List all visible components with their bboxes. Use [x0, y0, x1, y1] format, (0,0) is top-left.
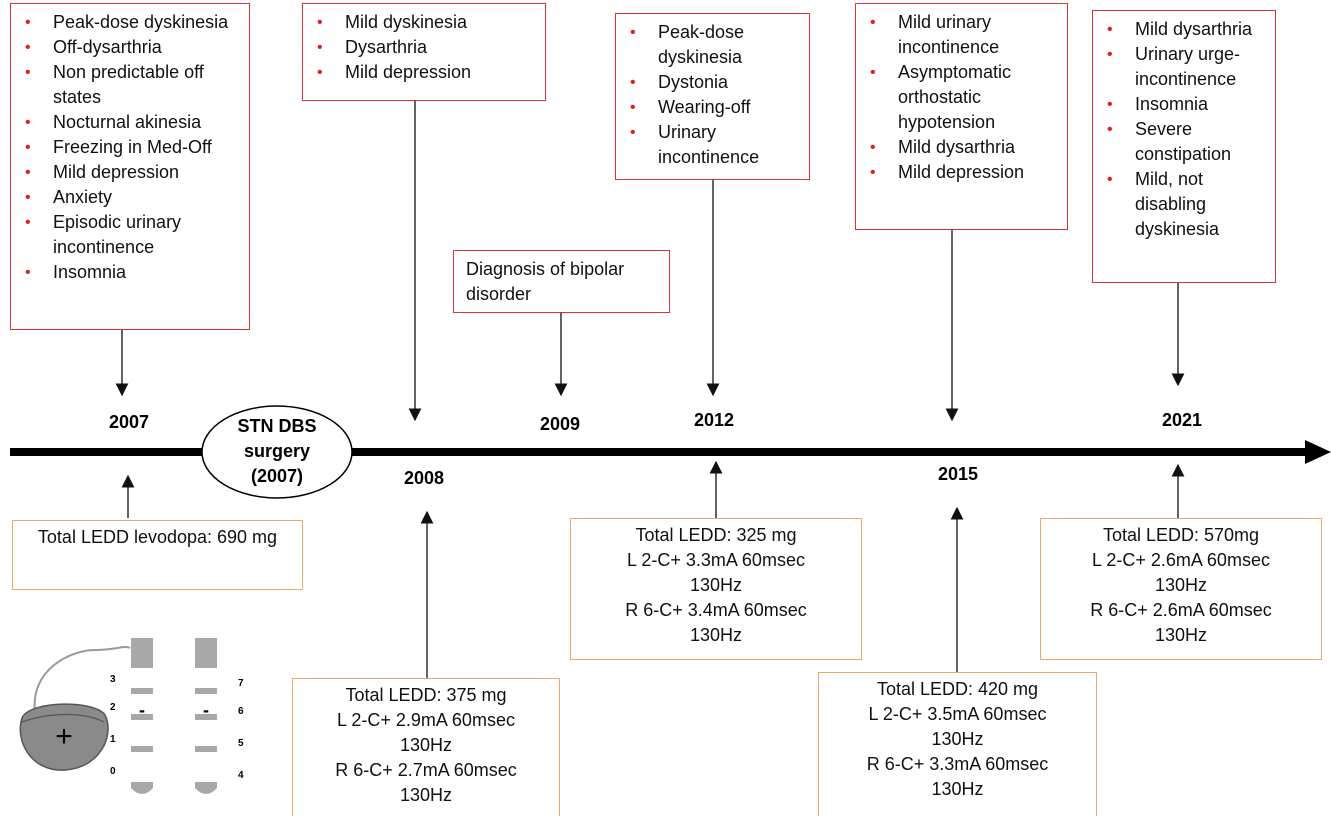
symptom-box: Diagnosis of bipolar disorder	[453, 250, 670, 313]
symptom-box: Mild dyskinesiaDysarthriaMild depression	[302, 3, 546, 101]
symptom-item: Mild depression	[23, 160, 241, 185]
symptom-item: Peak-dose dyskinesia	[628, 20, 801, 70]
symptom-item: Mild dysarthria	[1105, 17, 1267, 42]
symptom-item: Insomnia	[23, 260, 241, 285]
timeline-diagram: STN DBS surgery (2007) + - - 3 2 1 0 7 6…	[0, 0, 1331, 816]
symptom-item: Dysarthria	[315, 35, 537, 60]
symptom-item: Mild dyskinesia	[315, 10, 537, 35]
contact-number: 1	[110, 734, 116, 745]
treatment-line: R 6-C+ 2.6mA 60msec 130Hz	[1069, 598, 1294, 648]
symptom-item: Asymptomatic orthostatic hypotension	[868, 60, 1059, 135]
treatment-line: Total LEDD levodopa: 690 mg	[38, 525, 278, 550]
symptom-item: Urinary urge-incontinence	[1105, 42, 1267, 92]
case-sign: +	[55, 720, 73, 753]
treatment-line: L 2-C+ 2.9mA 60msec 130Hz	[316, 708, 536, 758]
event-text: Diagnosis of bipolar disorder	[466, 257, 661, 307]
symptom-item: Mild depression	[868, 160, 1059, 185]
treatment-line: R 6-C+ 3.3mA 60msec 130Hz	[848, 752, 1068, 802]
symptom-item: Peak-dose dyskinesia	[23, 10, 241, 35]
symptom-list: Peak-dose dyskinesiaDystoniaWearing-offU…	[628, 20, 801, 170]
contact-number: 0	[110, 766, 116, 777]
symptom-list: Mild urinary incontinenceAsymptomatic or…	[868, 10, 1059, 185]
year-label: 2009	[540, 414, 580, 435]
surgery-text: surgery	[244, 441, 310, 461]
treatment-line: Total LEDD: 570mg	[1069, 523, 1294, 548]
year-label: 2021	[1162, 410, 1202, 431]
treatment-box: Total LEDD levodopa: 690 mg	[12, 520, 303, 590]
symptom-list: Peak-dose dyskinesiaOff-dysarthriaNon pr…	[23, 10, 241, 285]
treatment-line: Total LEDD: 375 mg	[316, 683, 536, 708]
contact-number: 5	[238, 738, 244, 749]
contact-number: 4	[238, 770, 244, 781]
symptom-box: Mild dysarthriaUrinary urge-incontinence…	[1092, 10, 1276, 283]
symptom-box: Peak-dose dyskinesiaOff-dysarthriaNon pr…	[10, 3, 250, 330]
year-label: 2015	[938, 464, 978, 485]
symptom-item: Off-dysarthria	[23, 35, 241, 60]
contact-number: 6	[238, 706, 244, 717]
symptom-item: Mild, not disabling dyskinesia	[1105, 167, 1267, 242]
contact-number: 7	[238, 678, 244, 689]
symptom-box: Peak-dose dyskinesiaDystoniaWearing-offU…	[615, 13, 810, 180]
timeline-arrowhead	[1305, 440, 1331, 464]
contact-sign: -	[139, 700, 145, 720]
symptom-item: Dystonia	[628, 70, 801, 95]
symptom-box: Mild urinary incontinenceAsymptomatic or…	[855, 3, 1068, 230]
treatment-line: R 6-C+ 2.7mA 60msec 130Hz	[316, 758, 536, 808]
surgery-text: STN DBS	[237, 416, 316, 436]
treatment-line: Total LEDD: 420 mg	[848, 677, 1068, 702]
symptom-item: Mild dysarthria	[868, 135, 1059, 160]
contact-number: 3	[110, 674, 116, 685]
symptom-item: Nocturnal akinesia	[23, 110, 241, 135]
symptom-item: Wearing-off	[628, 95, 801, 120]
symptom-item: Urinary incontinence	[628, 120, 801, 170]
contact-sign: -	[203, 700, 209, 720]
electrode-illustration: + - - 3 2 1 0 7 6 5 4	[20, 638, 244, 794]
symptom-item: Non predictable off states	[23, 60, 241, 110]
symptom-list: Mild dyskinesiaDysarthriaMild depression	[315, 10, 537, 85]
contact-number: 2	[110, 702, 116, 713]
symptom-item: Anxiety	[23, 185, 241, 210]
treatment-line: Total LEDD: 325 mg	[604, 523, 829, 548]
symptom-list: Mild dysarthriaUrinary urge-incontinence…	[1105, 17, 1267, 242]
treatment-line: L 2-C+ 3.3mA 60msec 130Hz	[604, 548, 829, 598]
treatment-line: R 6-C+ 3.4mA 60msec 130Hz	[604, 598, 829, 648]
year-label: 2012	[694, 410, 734, 431]
symptom-item: Mild urinary incontinence	[868, 10, 1059, 60]
symptom-item: Freezing in Med-Off	[23, 135, 241, 160]
symptom-item: Mild depression	[315, 60, 537, 85]
year-label: 2007	[109, 412, 149, 433]
treatment-line: L 2-C+ 3.5mA 60msec 130Hz	[848, 702, 1068, 752]
treatment-line: L 2-C+ 2.6mA 60msec 130Hz	[1069, 548, 1294, 598]
symptom-item: Insomnia	[1105, 92, 1267, 117]
symptom-item: Episodic urinary incontinence	[23, 210, 241, 260]
surgery-text: (2007)	[251, 466, 303, 486]
year-label: 2008	[404, 468, 444, 489]
symptom-item: Severe constipation	[1105, 117, 1267, 167]
